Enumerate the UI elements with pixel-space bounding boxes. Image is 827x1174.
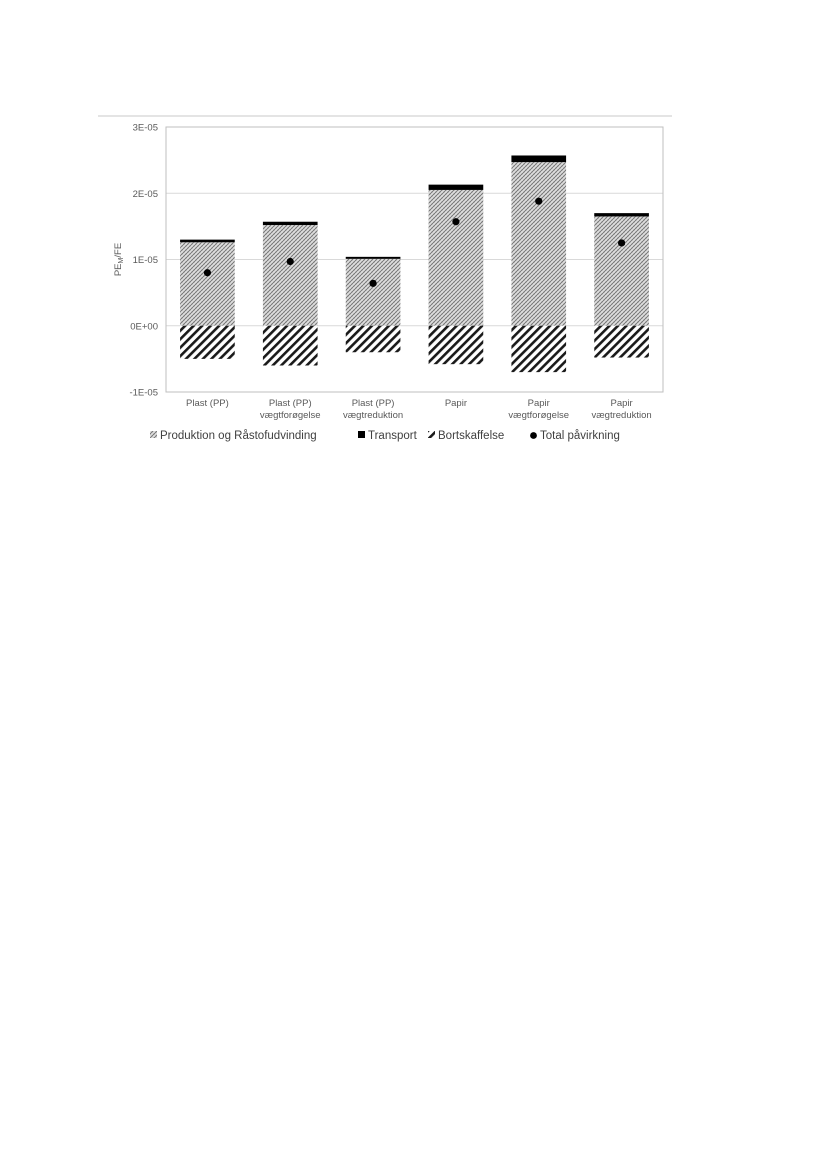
y-axis-label: PEM/FE — [113, 243, 125, 276]
marker-total — [286, 257, 294, 266]
legend-label: Transport — [368, 430, 418, 442]
marker-total — [535, 197, 543, 205]
legend-swatch — [358, 431, 365, 438]
y-tick-label: 2E-05 — [133, 189, 158, 200]
marker-total — [369, 279, 377, 287]
x-tick-label: vægtforøgelse — [260, 410, 321, 421]
legend-marker-total-swatch — [530, 432, 537, 439]
x-tick-label: Papir — [610, 398, 632, 409]
bar-transport — [594, 213, 649, 217]
x-tick-label: vægtreduktion — [591, 410, 651, 421]
bar-production — [262, 225, 318, 326]
marker-total — [452, 218, 460, 226]
bar-disposal — [511, 325, 567, 373]
bar-transport — [262, 221, 318, 226]
y-tick-label: 0E+00 — [130, 321, 158, 332]
bar-production — [345, 258, 401, 326]
legend-label: Total påvirkning — [540, 430, 620, 442]
bar-production — [594, 216, 649, 326]
bar-transport — [428, 184, 484, 190]
bar-disposal — [262, 325, 318, 366]
bar-production — [511, 162, 567, 326]
bar-disposal — [428, 325, 484, 365]
legend-production: Produktion og Råstofudvinding — [150, 430, 317, 442]
marker-total — [617, 239, 626, 247]
x-tick-label: Papir — [528, 398, 550, 409]
x-tick-label: Plast (PP) — [352, 398, 395, 409]
bar-transport — [345, 256, 401, 259]
y-tick-label: 1E-05 — [133, 255, 158, 266]
bar-disposal — [345, 325, 401, 353]
bar-transport — [511, 155, 567, 163]
legend-disposal: Bortskaffelse — [428, 430, 504, 442]
legend-total: Total påvirkning — [530, 430, 620, 442]
legend-label: Produktion og Råstofudvinding — [160, 430, 317, 442]
x-tick-label: vægtreduktion — [343, 410, 403, 421]
bar-disposal — [180, 325, 235, 359]
x-tick-label: Plast (PP) — [269, 398, 312, 409]
x-tick-label: Plast (PP) — [186, 398, 229, 409]
legend-transport: Transport — [358, 430, 418, 442]
x-tick-label: Papir — [445, 398, 467, 409]
y-tick-label: 3E-05 — [133, 123, 158, 134]
legend-swatch — [428, 431, 435, 438]
marker-total — [203, 269, 212, 277]
y-tick-label: -1E-05 — [129, 388, 158, 399]
bar-transport — [180, 239, 235, 243]
bar-production — [428, 189, 484, 326]
x-tick-label: vægtforøgelse — [508, 410, 569, 421]
legend-swatch — [150, 431, 157, 438]
bar-disposal — [594, 325, 649, 358]
plot-area-border — [165, 126, 664, 393]
bar-production — [180, 242, 235, 326]
legend-label: Bortskaffelse — [438, 430, 504, 442]
